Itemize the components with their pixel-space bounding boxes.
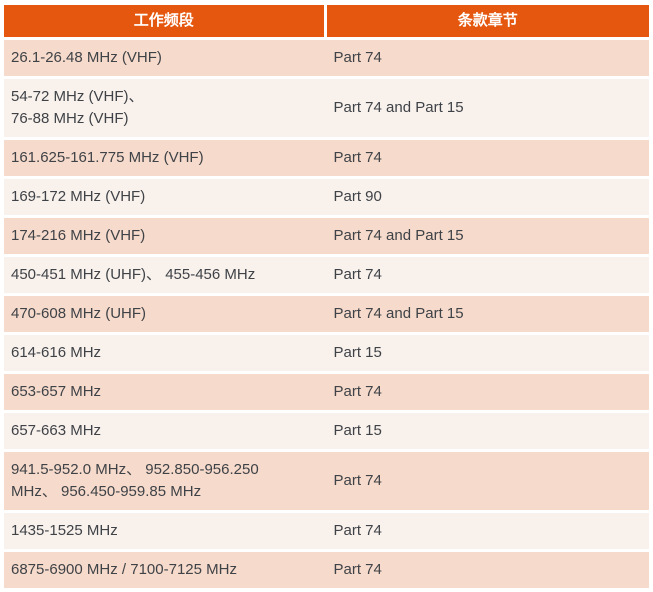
table-header: 工作频段 条款章节 [4,5,649,40]
header-row: 工作频段 条款章节 [4,5,649,40]
band-cell: 6875-6900 MHz / 7100-7125 MHz [4,552,327,591]
table-row: 54-72 MHz (VHF)、 76-88 MHz (VHF) Part 74… [4,79,649,140]
part-cell: Part 74 [326,40,649,79]
part-cell: Part 74 [326,140,649,179]
band-cell: 174-216 MHz (VHF) [4,218,327,257]
band-cell: 169-172 MHz (VHF) [4,179,327,218]
band-cell: 450-451 MHz (UHF)、 455-456 MHz [4,257,327,296]
part-cell: Part 15 [326,413,649,452]
part-cell: Part 74 [326,452,649,513]
table-body: 26.1-26.48 MHz (VHF) Part 74 54-72 MHz (… [4,40,649,591]
part-cell: Part 74 and Part 15 [326,296,649,335]
table-row: 161.625-161.775 MHz (VHF) Part 74 [4,140,649,179]
part-cell: Part 74 [326,513,649,552]
table-row: 169-172 MHz (VHF) Part 90 [4,179,649,218]
part-cell: Part 74 [326,374,649,413]
band-cell: 653-657 MHz [4,374,327,413]
part-cell: Part 74 [326,552,649,591]
part-cell: Part 90 [326,179,649,218]
table-row: 1435-1525 MHz Part 74 [4,513,649,552]
table-row: 470-608 MHz (UHF) Part 74 and Part 15 [4,296,649,335]
table-row: 614-616 MHz Part 15 [4,335,649,374]
band-cell: 470-608 MHz (UHF) [4,296,327,335]
table-row: 6875-6900 MHz / 7100-7125 MHz Part 74 [4,552,649,591]
table-row: 26.1-26.48 MHz (VHF) Part 74 [4,40,649,79]
band-cell: 614-616 MHz [4,335,327,374]
band-cell: 941.5-952.0 MHz、 952.850-956.250 MHz、 95… [4,452,327,513]
part-cell: Part 15 [326,335,649,374]
band-cell: 657-663 MHz [4,413,327,452]
part-cell: Part 74 and Part 15 [326,79,649,140]
part-cell: Part 74 [326,257,649,296]
frequency-band-table: 工作频段 条款章节 26.1-26.48 MHz (VHF) Part 74 5… [4,5,649,591]
table-row: 450-451 MHz (UHF)、 455-456 MHz Part 74 [4,257,649,296]
column-header-band: 工作频段 [4,5,327,40]
table-row: 657-663 MHz Part 15 [4,413,649,452]
column-header-part: 条款章节 [326,5,649,40]
table-row: 174-216 MHz (VHF) Part 74 and Part 15 [4,218,649,257]
band-cell: 161.625-161.775 MHz (VHF) [4,140,327,179]
table-row: 653-657 MHz Part 74 [4,374,649,413]
band-cell: 26.1-26.48 MHz (VHF) [4,40,327,79]
band-cell: 54-72 MHz (VHF)、 76-88 MHz (VHF) [4,79,327,140]
table-row: 941.5-952.0 MHz、 952.850-956.250 MHz、 95… [4,452,649,513]
part-cell: Part 74 and Part 15 [326,218,649,257]
band-cell: 1435-1525 MHz [4,513,327,552]
